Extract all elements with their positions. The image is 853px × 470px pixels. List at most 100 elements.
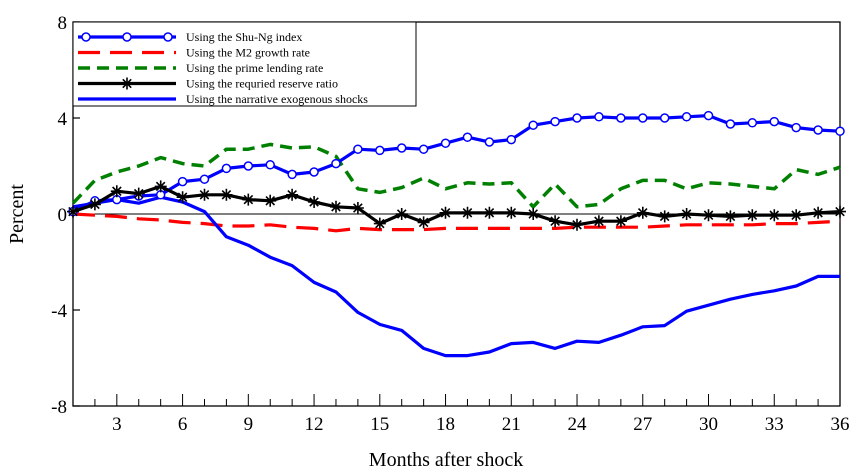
data-point (483, 206, 496, 219)
data-point (592, 215, 605, 228)
series-line (72, 195, 840, 358)
data-point (725, 119, 736, 129)
data-point (549, 215, 562, 228)
data-point (353, 144, 363, 154)
data-point (265, 160, 275, 170)
data-point (309, 167, 319, 177)
x-tick-label: 12 (305, 414, 324, 435)
data-point (286, 188, 299, 201)
data-point (396, 143, 407, 153)
data-point (287, 169, 297, 180)
legend-label: Using the Shu-Ng index (186, 30, 302, 44)
y-tick-label: 4 (58, 109, 68, 130)
data-point (702, 209, 715, 222)
data-point (154, 180, 167, 193)
x-tick-label: 9 (244, 414, 254, 435)
legend-label: Using the prime lending rate (186, 61, 323, 75)
y-tick-label: 8 (58, 13, 68, 34)
data-point (571, 218, 583, 231)
x-tick-label: 21 (502, 414, 521, 435)
data-point (242, 193, 255, 206)
data-point (594, 112, 604, 122)
x-tick-label: 24 (568, 414, 588, 435)
data-point (724, 210, 737, 223)
data-point (264, 194, 277, 207)
data-point (462, 132, 473, 142)
data-point (790, 209, 803, 222)
data-point (132, 187, 145, 200)
data-point (616, 113, 626, 123)
data-point (177, 176, 188, 187)
x-tick-label: 30 (699, 414, 718, 435)
data-point (506, 134, 517, 145)
x-tick-label: 3 (112, 414, 122, 435)
data-point (308, 196, 321, 208)
data-point (418, 144, 429, 154)
y-tick-label: 0 (58, 205, 68, 226)
x-tick-label: 6 (178, 414, 188, 435)
data-point (351, 202, 364, 214)
data-point (243, 161, 254, 171)
data-point (220, 188, 233, 201)
data-point (505, 206, 518, 219)
x-tick-label: 33 (765, 414, 784, 435)
x-tick-label: 27 (633, 414, 652, 435)
x-tick-label: 18 (436, 414, 455, 435)
series-line (71, 142, 841, 209)
data-point (221, 163, 232, 174)
data-point (636, 206, 649, 219)
data-point (67, 205, 79, 218)
series-2 (71, 142, 841, 209)
data-point (812, 206, 825, 219)
data-point (680, 208, 693, 220)
data-point (768, 209, 781, 222)
data-point (614, 215, 627, 228)
data-point (747, 118, 758, 128)
data-point (110, 185, 123, 198)
series-3 (67, 180, 846, 231)
y-tick-label: -4 (51, 301, 67, 322)
data-point (528, 120, 538, 130)
data-point (331, 158, 341, 169)
data-point (835, 126, 845, 136)
data-point (395, 208, 408, 220)
data-point (834, 205, 846, 218)
data-point (769, 116, 780, 127)
data-point (572, 113, 582, 123)
y-tick-label: -8 (51, 397, 67, 418)
legend-label: Using the narrative exogenous shocks (186, 92, 368, 106)
data-point (658, 210, 671, 223)
data-point (88, 198, 101, 211)
x-tick-label: 15 (370, 414, 389, 435)
data-point (527, 208, 540, 220)
data-point (813, 125, 823, 135)
legend: Using the Shu-Ng index Using the M2 growt… (72, 21, 417, 107)
data-point (198, 188, 211, 201)
series-layer (67, 110, 846, 358)
legend-marker (122, 32, 132, 42)
legend-label: Using the M2 growth rate (186, 46, 310, 60)
data-point (681, 112, 692, 122)
legend-marker (163, 32, 173, 42)
data-point (461, 206, 474, 219)
x-tick-label: 36 (831, 414, 850, 435)
data-point (638, 113, 648, 123)
data-point (484, 137, 495, 147)
x-axis: 3 6 9 12 15 18 21 24 27 30 33 36 (72, 394, 850, 435)
data-point (176, 191, 189, 204)
legend-marker (121, 77, 133, 90)
data-point (703, 110, 714, 121)
legend-label: Using the requried reserve ratio (186, 77, 338, 91)
series-1 (72, 212, 841, 233)
data-point (373, 217, 386, 230)
data-point (659, 113, 670, 123)
series-line (72, 212, 841, 233)
y-axis-title: Percent (6, 184, 28, 244)
series-0 (68, 110, 845, 217)
x-axis-title: Months after shock (369, 449, 523, 470)
data-point (330, 200, 342, 213)
data-point (439, 206, 452, 219)
data-point (550, 116, 560, 127)
data-point (375, 145, 385, 156)
